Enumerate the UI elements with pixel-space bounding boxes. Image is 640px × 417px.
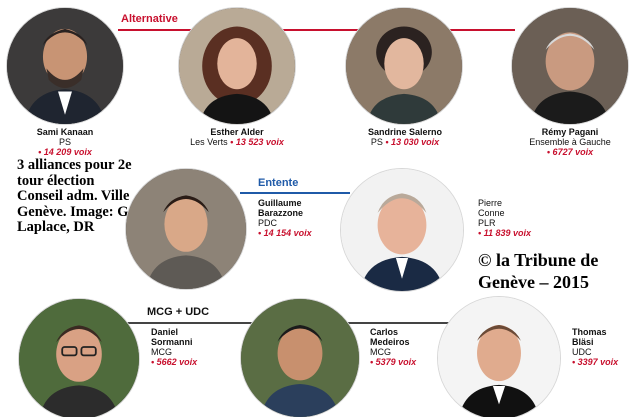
- name1-blasi: Thomas: [572, 327, 607, 337]
- votes-alder: • 13 523 voix: [230, 137, 284, 147]
- avatar-sormanni: [18, 298, 140, 417]
- alternative-label: Alternative: [121, 13, 178, 25]
- name2-sormanni: Sormanni: [151, 337, 193, 347]
- avatar-kanaan: [6, 7, 124, 125]
- votes-sormanni: • 5662 voix: [151, 357, 198, 367]
- votes-barazzone: • 14 154 voix: [258, 228, 312, 238]
- caption-sormanni: Daniel Sormanni MCG • 5662 voix: [151, 327, 231, 367]
- alternative-line-left: [118, 29, 193, 31]
- party-medeiros: MCG: [370, 347, 391, 357]
- portrait-pagani-icon: [512, 8, 628, 124]
- name-kanaan: Sami Kanaan: [36, 127, 94, 137]
- name2-blasi: Bläsi: [572, 337, 594, 347]
- avatar-blasi: [437, 296, 561, 417]
- name-salerno: Sandrine Salerno: [367, 127, 443, 137]
- votes-conne: • 11 839 voix: [478, 228, 532, 238]
- party-salerno: PS: [370, 137, 383, 147]
- portrait-medeiros-icon: [241, 299, 359, 417]
- name2-conne: Conne: [478, 208, 505, 218]
- name1-medeiros: Carlos: [370, 327, 399, 337]
- votes-salerno: • 13 030 voix: [385, 137, 440, 147]
- votes-medeiros: • 5379 voix: [370, 357, 417, 367]
- caption-salerno: Sandrine Salerno PS • 13 030 voix: [340, 127, 470, 147]
- avatar-pagani: [511, 7, 629, 125]
- portrait-blasi-icon: [438, 297, 560, 417]
- avatar-conne: [340, 168, 464, 292]
- name-pagani: Rémy Pagani: [541, 127, 599, 137]
- portrait-barazzone-icon: [126, 169, 246, 289]
- caption-blasi: Thomas Bläsi UDC • 3397 voix: [572, 327, 638, 367]
- portrait-alder-icon: [179, 8, 295, 124]
- votes-pagani: • 6727 voix: [546, 147, 594, 157]
- votes-kanaan: • 14 209 voix: [38, 147, 92, 157]
- side-description: 3 alliances pour 2e tour élection Consei…: [17, 157, 133, 235]
- portrait-sormanni-icon: [19, 299, 139, 417]
- name1-conne: Pierre: [478, 198, 503, 208]
- party-alder: Les Verts: [190, 137, 228, 147]
- caption-pagani: Rémy Pagani Ensemble à Gauche • 6727 voi…: [505, 127, 635, 157]
- portrait-kanaan-icon: [7, 8, 123, 124]
- caption-alder: Esther Alder Les Verts • 13 523 voix: [170, 127, 304, 147]
- name1-barazzone: Guillaume: [258, 198, 302, 208]
- credit-text: © la Tribune de Genève – 2015: [478, 250, 599, 292]
- entente-label: Entente: [258, 177, 299, 189]
- caption-medeiros: Carlos Medeiros MCG • 5379 voix: [370, 327, 450, 367]
- name1-sormanni: Daniel: [151, 327, 179, 337]
- name-alder: Esther Alder: [210, 127, 264, 137]
- mcg-udc-label: MCG + UDC: [147, 306, 210, 318]
- caption-kanaan: Sami Kanaan PS • 14 209 voix: [0, 127, 130, 157]
- party-sormanni: MCG: [151, 347, 172, 357]
- avatar-barazzone: [125, 168, 247, 290]
- avatar-alder: [178, 7, 296, 125]
- caption-conne: Pierre Conne PLR • 11 839 voix: [478, 198, 558, 238]
- party-conne: PLR: [478, 218, 496, 228]
- portrait-conne-icon: [341, 169, 463, 291]
- avatar-salerno: [345, 7, 463, 125]
- party-barazzone: PDC: [258, 218, 278, 228]
- name2-medeiros: Medeiros: [370, 337, 410, 347]
- caption-barazzone: Guillaume Barazzone PDC • 14 154 voix: [258, 198, 338, 238]
- party-pagani: Ensemble à Gauche: [529, 137, 611, 147]
- avatar-medeiros: [240, 298, 360, 417]
- party-blasi: UDC: [572, 347, 592, 357]
- portrait-salerno-icon: [346, 8, 462, 124]
- votes-blasi: • 3397 voix: [572, 357, 619, 367]
- name2-barazzone: Barazzone: [258, 208, 304, 218]
- party-kanaan: PS: [58, 137, 71, 147]
- entente-line: [240, 192, 350, 194]
